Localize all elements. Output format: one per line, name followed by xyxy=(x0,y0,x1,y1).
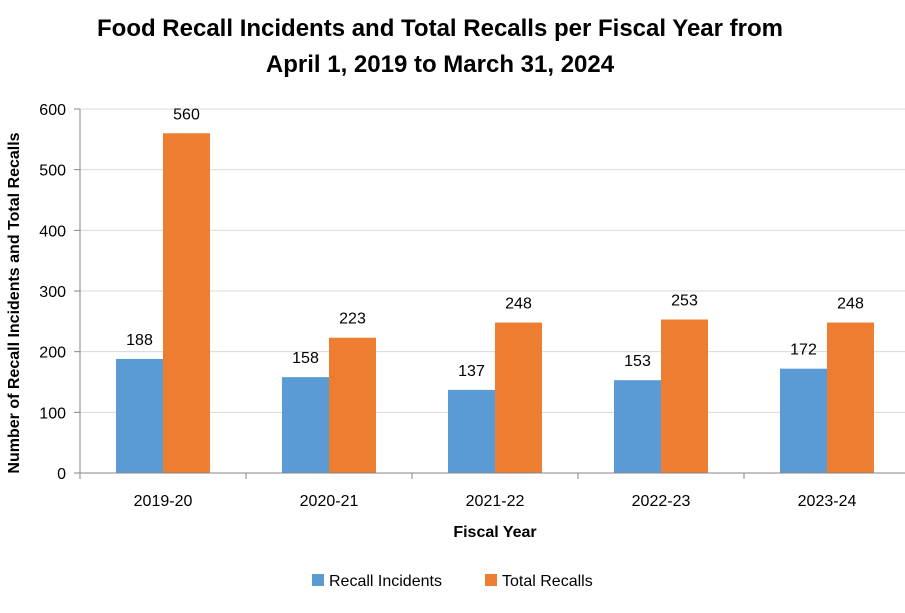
chart-title: Food Recall Incidents and Total Recalls … xyxy=(97,15,783,78)
legend: Recall Incidents Total Recalls xyxy=(312,573,593,590)
x-axis-title: Fiscal Year xyxy=(453,524,536,541)
data-label: 248 xyxy=(837,296,864,313)
y-tick-label: 0 xyxy=(57,466,66,483)
data-labels: 188 560 158 223 137 248 153 253 172 248 xyxy=(126,106,864,380)
bar-recall-incidents xyxy=(780,368,827,473)
bar-recall-incidents xyxy=(448,389,495,473)
y-tick-label: 600 xyxy=(39,102,66,119)
x-tick-label: 2020-21 xyxy=(300,493,359,510)
bar-recall-incidents xyxy=(116,358,163,473)
x-tick-label: 2022-23 xyxy=(632,493,691,510)
data-label: 560 xyxy=(173,106,200,123)
legend-swatch xyxy=(312,574,324,586)
legend-label: Recall Incidents xyxy=(329,573,442,590)
data-label: 248 xyxy=(505,296,532,313)
y-tick-label: 500 xyxy=(39,163,66,180)
bar-total-recalls xyxy=(827,322,874,473)
data-label: 137 xyxy=(458,363,485,380)
bar-recall-incidents xyxy=(282,377,329,473)
x-tick-label: 2023-24 xyxy=(798,493,857,510)
bar-total-recalls xyxy=(329,337,376,473)
bar-total-recalls xyxy=(661,319,708,473)
data-label: 253 xyxy=(671,293,698,310)
data-label: 158 xyxy=(292,350,319,367)
bar-total-recalls xyxy=(163,133,210,473)
y-tick-label: 200 xyxy=(39,345,66,362)
chart-title-line-2: April 1, 2019 to March 31, 2024 xyxy=(266,51,615,78)
bars xyxy=(116,133,874,473)
chart-title-line-1: Food Recall Incidents and Total Recalls … xyxy=(97,15,783,42)
data-label: 188 xyxy=(126,332,153,349)
y-tick-label: 100 xyxy=(39,405,66,422)
gridlines xyxy=(80,108,905,413)
y-tick-label: 400 xyxy=(39,223,66,240)
bar-recall-incidents xyxy=(614,380,661,473)
x-tick-label: 2021-22 xyxy=(466,493,525,510)
axes: 0 100 200 300 400 500 600 2019-20 2020-21 2021-22… xyxy=(39,102,905,510)
data-label: 153 xyxy=(624,353,651,370)
data-label: 223 xyxy=(339,311,366,328)
x-tick-label: 2019-20 xyxy=(134,493,193,510)
legend-label: Total Recalls xyxy=(502,573,593,590)
y-axis-title: Number of Recall Incidents and Total Rec… xyxy=(6,132,23,473)
bar-total-recalls xyxy=(495,322,542,473)
legend-swatch xyxy=(485,574,497,586)
y-tick-label: 300 xyxy=(39,284,66,301)
data-label: 172 xyxy=(790,342,817,359)
